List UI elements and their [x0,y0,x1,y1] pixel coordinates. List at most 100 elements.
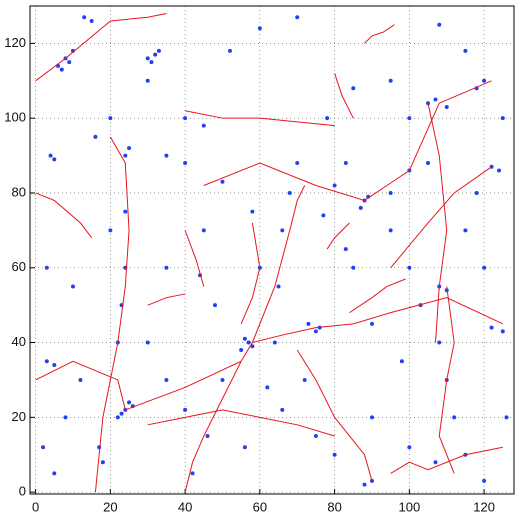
point [239,348,244,353]
point [183,407,188,412]
point [108,116,113,121]
point [500,116,505,121]
point [44,265,49,270]
point [153,52,158,57]
point [156,48,161,53]
y-tick-label: 40 [12,334,26,349]
point [313,434,318,439]
y-tick-label: 80 [12,184,26,199]
point [351,86,356,91]
point [369,415,374,420]
point [41,445,46,450]
point [306,321,311,326]
point [343,247,348,252]
point [108,228,113,233]
point [246,340,251,345]
x-tick-label: 80 [327,499,341,514]
point [52,362,57,367]
filament-line [427,103,448,343]
filament-line [240,222,261,325]
y-tick-label: 60 [12,259,26,274]
filament-line [334,73,354,119]
plot-frame [29,5,515,495]
point [250,209,255,214]
filament-line [147,293,186,306]
point [321,213,326,218]
point [82,15,87,20]
point [201,123,206,128]
point [183,161,188,166]
point [123,153,128,158]
point [100,460,105,465]
point [265,385,270,390]
filament-line [390,166,492,269]
point [164,265,169,270]
point [332,452,337,457]
point [242,445,247,450]
point [407,445,412,450]
point [463,228,468,233]
point [44,359,49,364]
point [93,134,98,139]
point [280,228,285,233]
x-tick-label: 0 [32,499,39,514]
point [127,146,132,151]
filament-line [94,136,130,493]
point [257,26,262,31]
point [482,265,487,270]
point [127,400,132,405]
filament-line [326,222,350,250]
point [325,116,330,121]
filament-line [35,192,93,239]
point [482,478,487,483]
point [437,340,442,345]
point [201,228,206,233]
point [287,190,292,195]
filament-line [252,297,503,344]
point [362,482,367,487]
point [388,78,393,83]
filament-line [349,278,406,314]
point [399,359,404,364]
filament-line [35,12,167,82]
point [70,284,75,289]
point [63,415,68,420]
filament-line [184,230,205,287]
point [474,190,479,195]
point [302,377,307,382]
filament-line [184,361,242,493]
point [489,325,494,330]
point [149,60,154,65]
x-tick-label: 100 [398,499,420,514]
point [452,415,457,420]
y-tick-label: 0 [19,484,26,499]
point [190,471,195,476]
filament-line [438,286,455,474]
x-tick-label: 120 [473,499,495,514]
point [369,321,374,326]
point [280,407,285,412]
point [78,377,83,382]
point [119,411,124,416]
point [250,344,255,349]
point [97,445,102,450]
point [388,228,393,233]
y-tick-label: 120 [4,35,26,50]
point [433,460,438,465]
point [295,15,300,20]
point [426,161,431,166]
point [227,48,232,53]
point [164,377,169,382]
point [500,329,505,334]
point [242,336,247,341]
point [343,161,348,166]
point [183,116,188,121]
point [52,157,57,162]
point [276,284,281,289]
point [145,340,150,345]
point [205,434,210,439]
filament-line [296,349,373,482]
point [444,104,449,109]
point [52,471,57,476]
point [59,67,64,72]
